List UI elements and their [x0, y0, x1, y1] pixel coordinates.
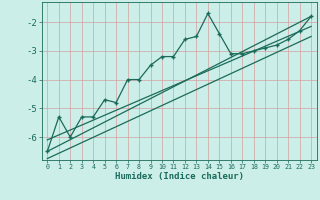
- X-axis label: Humidex (Indice chaleur): Humidex (Indice chaleur): [115, 172, 244, 181]
